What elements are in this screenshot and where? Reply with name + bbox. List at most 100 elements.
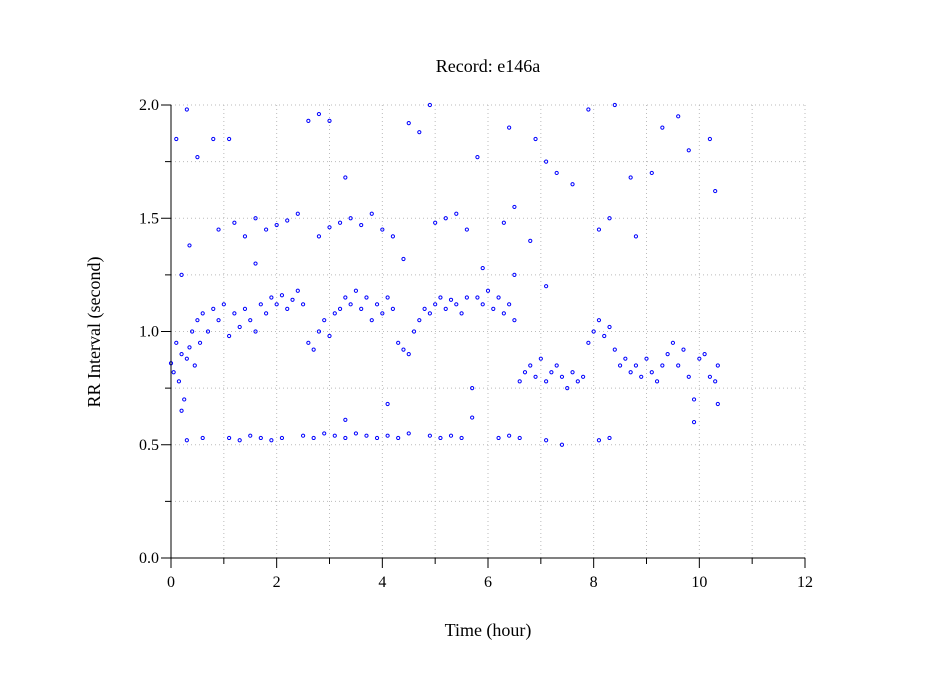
data-point	[602, 333, 607, 339]
data-point	[596, 318, 602, 323]
data-point	[697, 356, 702, 361]
data-point	[443, 306, 448, 311]
data-point	[184, 107, 189, 112]
data-point	[211, 136, 216, 142]
data-point	[448, 433, 454, 438]
data-point	[227, 333, 232, 339]
data-point	[628, 175, 633, 180]
data-point	[390, 306, 395, 311]
y-tick-label: 0.5	[139, 437, 159, 454]
data-point	[715, 401, 720, 407]
grid	[171, 104, 806, 558]
data-point	[517, 379, 522, 384]
data-point	[369, 211, 374, 216]
data-point	[464, 295, 469, 300]
data-point	[258, 302, 263, 307]
data-point	[311, 347, 316, 352]
data-point	[507, 433, 512, 438]
data-point	[184, 438, 189, 443]
data-point	[533, 136, 538, 142]
data-point	[290, 297, 295, 302]
data-point	[422, 306, 427, 311]
data-point	[623, 356, 628, 361]
data-point	[660, 125, 665, 130]
data-point	[707, 136, 713, 142]
data-point	[232, 311, 237, 316]
data-point	[332, 311, 337, 316]
data-point	[348, 302, 353, 307]
data-point	[182, 397, 187, 402]
data-point	[554, 170, 559, 176]
data-point	[628, 370, 633, 375]
data-point	[306, 118, 311, 123]
data-point	[279, 435, 285, 441]
data-point	[187, 243, 192, 248]
data-point	[607, 324, 612, 330]
data-point	[200, 311, 205, 316]
data-point	[501, 220, 506, 225]
data-point	[187, 345, 192, 350]
data-point	[507, 125, 512, 130]
x-tick-label: 12	[797, 574, 813, 591]
data-point	[544, 159, 549, 164]
data-point	[586, 340, 591, 345]
data-point	[327, 333, 332, 339]
y-tick-labels: 0.0 0.5 1.0 1.5 2.0	[139, 97, 159, 567]
data-point	[406, 352, 411, 357]
data-point	[464, 227, 469, 232]
data-point	[459, 435, 464, 441]
data-point	[475, 154, 480, 160]
data-point	[676, 114, 681, 119]
data-point	[649, 170, 654, 176]
data-point	[174, 340, 179, 345]
data-point	[544, 438, 549, 443]
data-point	[586, 107, 591, 112]
data-point	[306, 340, 311, 345]
data-point	[332, 433, 337, 438]
data-point	[554, 363, 559, 368]
data-point	[438, 295, 443, 300]
data-point	[295, 288, 300, 293]
data-point	[401, 347, 406, 352]
data-point	[385, 433, 390, 438]
data-point	[285, 306, 290, 311]
data-point	[480, 302, 485, 307]
data-point	[417, 130, 422, 135]
data-point	[607, 435, 612, 441]
data-point	[512, 272, 517, 277]
y-tick-label: 1.5	[139, 210, 159, 227]
axis-ticks	[161, 104, 806, 568]
data-point	[253, 216, 258, 221]
data-point	[195, 318, 200, 323]
data-point	[686, 374, 691, 379]
x-tick-label: 4	[378, 574, 386, 591]
data-point	[248, 318, 253, 323]
data-point	[459, 311, 464, 316]
data-point	[491, 306, 496, 311]
data-point	[385, 295, 390, 300]
data-point	[337, 306, 343, 311]
data-point	[538, 356, 543, 361]
data-point	[359, 306, 364, 311]
data-point	[433, 220, 438, 225]
data-point	[644, 356, 649, 361]
data-point	[227, 136, 232, 142]
data-point	[348, 216, 353, 221]
data-point	[242, 234, 248, 239]
data-point	[676, 363, 681, 368]
data-point	[570, 370, 575, 375]
data-point	[322, 318, 327, 323]
data-point	[242, 306, 248, 311]
data-point	[264, 311, 269, 316]
data-point	[496, 435, 501, 441]
data-point	[343, 295, 348, 300]
data-point	[337, 220, 343, 225]
data-point	[322, 431, 327, 436]
data-point	[406, 121, 411, 126]
y-tick-label: 1.0	[139, 324, 159, 341]
data-point	[448, 297, 454, 302]
data-point	[232, 220, 237, 225]
data-point	[559, 442, 565, 447]
data-point	[406, 431, 411, 436]
data-point	[364, 433, 369, 438]
